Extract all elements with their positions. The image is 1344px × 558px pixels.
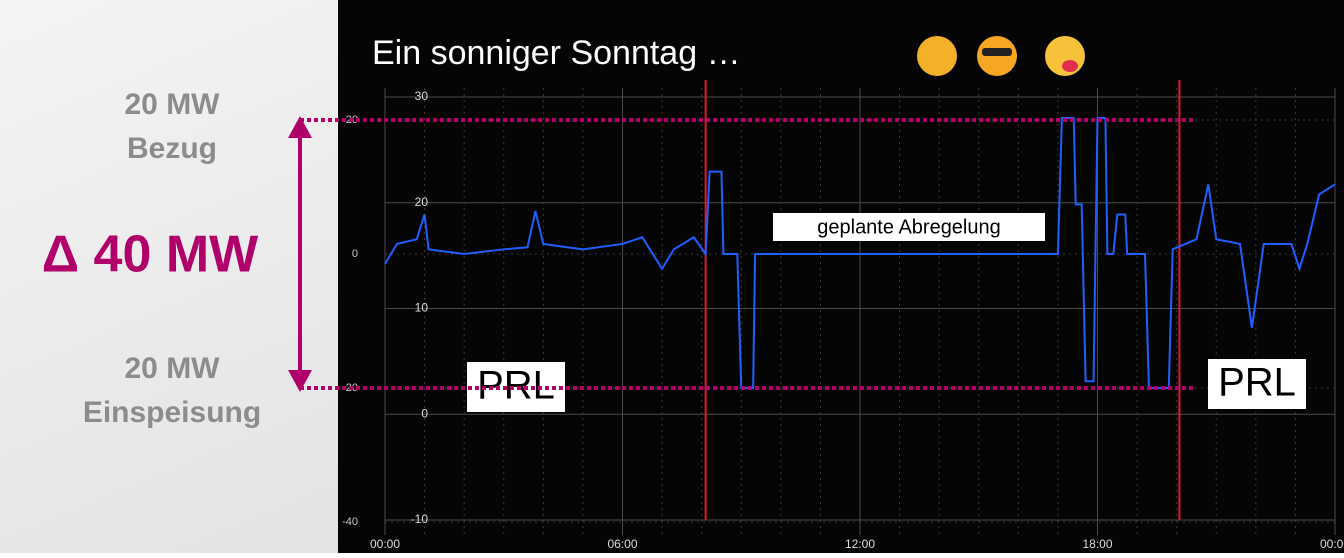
y2-tick-label: 10: [415, 301, 429, 315]
x-tick-label: 18:00: [1082, 537, 1112, 551]
annotation-curtailment: geplante Abregelung: [817, 216, 1001, 238]
label-bottom-value: 20 MW: [124, 352, 220, 385]
x-tick-label: 06:00: [607, 537, 637, 551]
annotation-prl: PRL: [1218, 361, 1296, 405]
y-tick-label: -40: [342, 516, 358, 528]
prl-box: [1208, 359, 1306, 409]
annotation-box: [773, 213, 1045, 241]
label-delta: Δ 40 MW: [42, 226, 259, 284]
label-top-text: Bezug: [127, 132, 217, 165]
y2-tick-label: 0: [421, 406, 428, 420]
label-bottom-text: Einspeisung: [83, 396, 261, 429]
x-tick-label: 00:00: [370, 537, 400, 551]
emoji-icons: [917, 36, 1085, 76]
y2-tick-label: -10: [411, 512, 429, 526]
x-tick-label: 00:00: [1320, 537, 1344, 551]
arrow-head-down: [288, 370, 312, 392]
arrow-head-up: [288, 116, 312, 138]
annotation-prl: PRL: [477, 364, 555, 408]
chart-title: Ein sonniger Sonntag …: [372, 34, 741, 72]
plot: 00:0006:0012:0018:0000:003020100-10200-2…: [342, 80, 1344, 551]
x-tick-label: 12:00: [845, 537, 875, 551]
y2-tick-label: 30: [415, 89, 429, 103]
chart-panel: [338, 0, 1344, 553]
y-tick-label: 0: [352, 248, 358, 260]
y2-tick-label: 20: [415, 195, 429, 209]
series-line: [384, 116, 1336, 389]
label-top-value: 20 MW: [124, 88, 220, 121]
